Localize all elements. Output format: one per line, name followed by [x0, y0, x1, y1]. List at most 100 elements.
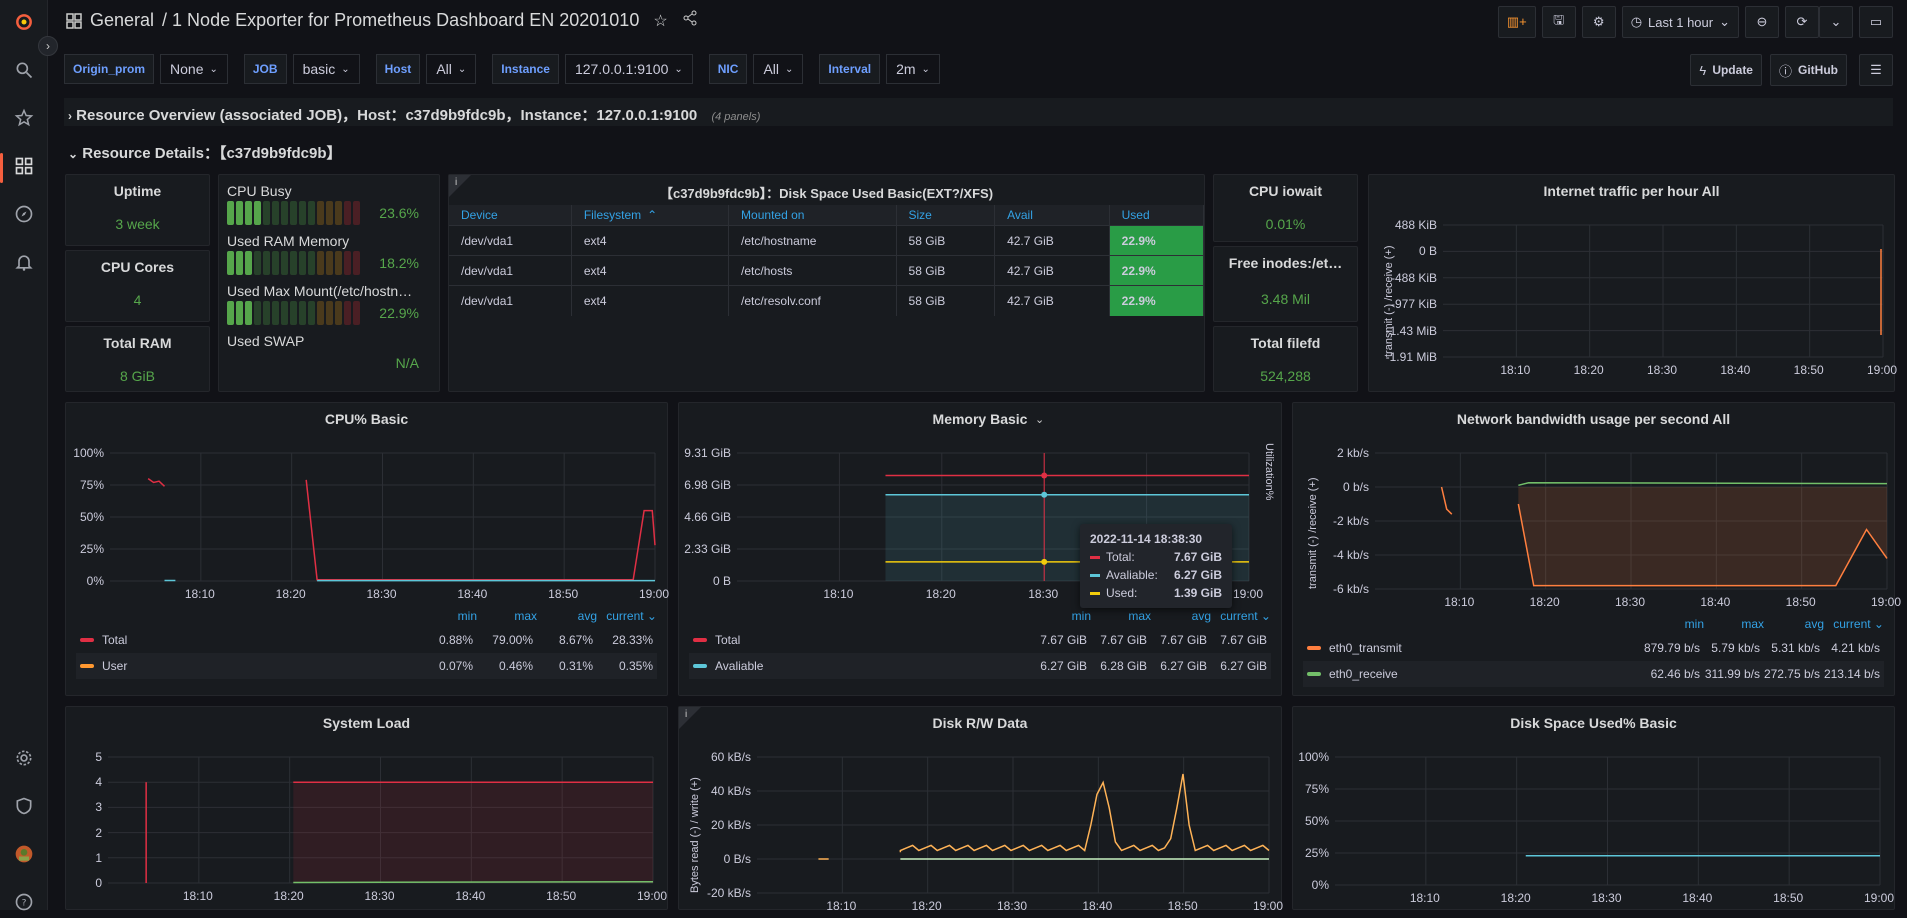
cpu-cores-panel[interactable]: CPU Cores 4	[65, 250, 210, 322]
column-header-mounted-on[interactable]: Mounted on	[729, 205, 896, 226]
explore-compass-icon[interactable]	[8, 198, 40, 230]
help-icon[interactable]: ?	[8, 886, 40, 918]
y2-axis-title: Utilization%	[1263, 443, 1275, 500]
variable-select-instance[interactable]: 127.0.0.1:9100⌄	[565, 54, 693, 84]
table-cell: 58 GiB	[896, 256, 995, 286]
column-header-filesystem[interactable]: Filesystem⌃	[571, 205, 728, 226]
time-picker-button[interactable]: ◷Last 1 hour⌄	[1622, 6, 1739, 38]
total-ram-panel[interactable]: Total RAM 8 GiB	[65, 326, 210, 392]
disk-space-table-panel[interactable]: i 【c37d9b9fdc9b】：Disk Space Used Basic(E…	[448, 174, 1205, 392]
graph-canvas[interactable]	[66, 707, 667, 909]
column-header-device[interactable]: Device	[449, 205, 571, 226]
favorite-star-icon[interactable]: ☆	[653, 11, 667, 31]
column-header-size[interactable]: Size	[896, 205, 995, 226]
y-tick-label: 0%	[44, 574, 104, 588]
dashboard-settings-button[interactable]: ⚙	[1582, 6, 1616, 38]
legend-col-avg[interactable]: avg	[537, 609, 597, 627]
search-icon[interactable]	[8, 54, 40, 86]
alerting-bell-icon[interactable]	[8, 246, 40, 278]
legend-col-min[interactable]: min	[1644, 617, 1704, 635]
add-panel-button[interactable]: ▥+	[1498, 6, 1536, 38]
row-details-title[interactable]: ⌄ Resource Details：【c37d9b9fdc9b】	[68, 142, 342, 163]
bar-gauge-cell	[227, 301, 234, 325]
legend-col-max[interactable]: max	[1704, 617, 1764, 635]
legend-col-min[interactable]: min	[417, 609, 477, 627]
refresh-button[interactable]: ⟳	[1785, 6, 1819, 38]
row-overview-title[interactable]: › Resource Overview (associated JOB)，Hos…	[68, 104, 760, 125]
cpu-iowait-panel[interactable]: CPU iowait 0.01%	[1213, 174, 1358, 242]
tv-mode-button[interactable]: ▭	[1859, 6, 1893, 38]
variable-select-nic[interactable]: All⌄	[753, 54, 803, 84]
uptime-panel[interactable]: Uptime 3 week	[65, 174, 210, 246]
info-corner-icon[interactable]	[679, 707, 701, 729]
graph-canvas[interactable]	[1293, 707, 1894, 909]
toolbar: ▥+ 🖫 ⚙ ◷Last 1 hour⌄ ⊖ ⟳ ⌄ ▭	[1498, 6, 1893, 38]
total-filefd-panel[interactable]: Total filefd 524,288	[1213, 326, 1358, 392]
legend-col-current[interactable]: current ⌄	[1211, 609, 1271, 627]
table-cell: 22.9%	[1109, 256, 1203, 286]
table-cell: /dev/vda1	[449, 226, 571, 256]
legend-value: 272.75 b/s	[1760, 667, 1820, 681]
variable-select-interval[interactable]: 2m⌄	[886, 54, 940, 84]
legend-col-max[interactable]: max	[1091, 609, 1151, 627]
save-dashboard-button[interactable]: 🖫	[1542, 6, 1576, 38]
variable-select-origin_prom[interactable]: None⌄	[160, 54, 228, 84]
star-icon[interactable]	[8, 102, 40, 134]
panel-title: Uptime	[66, 183, 209, 199]
column-header-used[interactable]: Used	[1109, 205, 1203, 226]
grafana-logo-icon[interactable]	[8, 6, 40, 38]
variable-select-job[interactable]: basic⌄	[293, 54, 360, 84]
shield-icon[interactable]	[8, 790, 40, 822]
tooltip-label: Total:	[1106, 550, 1168, 564]
legend-col-avg[interactable]: avg	[1764, 617, 1824, 635]
zoom-out-button[interactable]: ⊖	[1745, 6, 1779, 38]
legend-col-current[interactable]: current ⌄	[597, 609, 657, 627]
variable-select-host[interactable]: All⌄	[426, 54, 476, 84]
variable-label-origin_prom: Origin_prom	[64, 54, 154, 84]
avatar[interactable]	[8, 838, 40, 870]
menu-button[interactable]: ☰	[1859, 54, 1893, 86]
free-inodes-panel[interactable]: Free inodes:/et… 3.48 Mil	[1213, 246, 1358, 322]
legend-col-avg[interactable]: avg	[1151, 609, 1211, 627]
legend-name: Total	[80, 633, 413, 647]
bar-gauge-cell	[290, 201, 297, 225]
panel-title: Total RAM	[66, 335, 209, 351]
dashboards-icon[interactable]	[8, 150, 40, 182]
refresh-interval-dropdown[interactable]: ⌄	[1819, 6, 1853, 38]
chevron-down-icon[interactable]: ⌄	[1035, 413, 1044, 426]
breadcrumb-folder[interactable]: General	[90, 10, 154, 31]
column-header-avail[interactable]: Avail	[995, 205, 1110, 226]
configuration-gear-icon[interactable]	[8, 742, 40, 774]
y-axis-title: transmit (-) /receive (+)	[1383, 245, 1395, 357]
legend-col-max[interactable]: max	[477, 609, 537, 627]
stat-value: 3.48 Mil	[1214, 291, 1357, 307]
graph-canvas[interactable]	[679, 707, 1281, 909]
x-tick-label: 18:50	[1168, 899, 1198, 913]
legend-col-min[interactable]: min	[1031, 609, 1091, 627]
expand-sidebar-button[interactable]: ›	[38, 36, 58, 56]
bar-gauge-row: Used Max Mount(/etc/hostn…22.9%	[227, 283, 431, 325]
graph-canvas[interactable]	[1369, 175, 1894, 391]
legend-col-current[interactable]: current ⌄	[1824, 617, 1884, 635]
bar-gauge-cell	[236, 201, 243, 225]
share-icon[interactable]	[682, 10, 698, 31]
tooltip-value: 6.27 GiB	[1174, 568, 1222, 582]
